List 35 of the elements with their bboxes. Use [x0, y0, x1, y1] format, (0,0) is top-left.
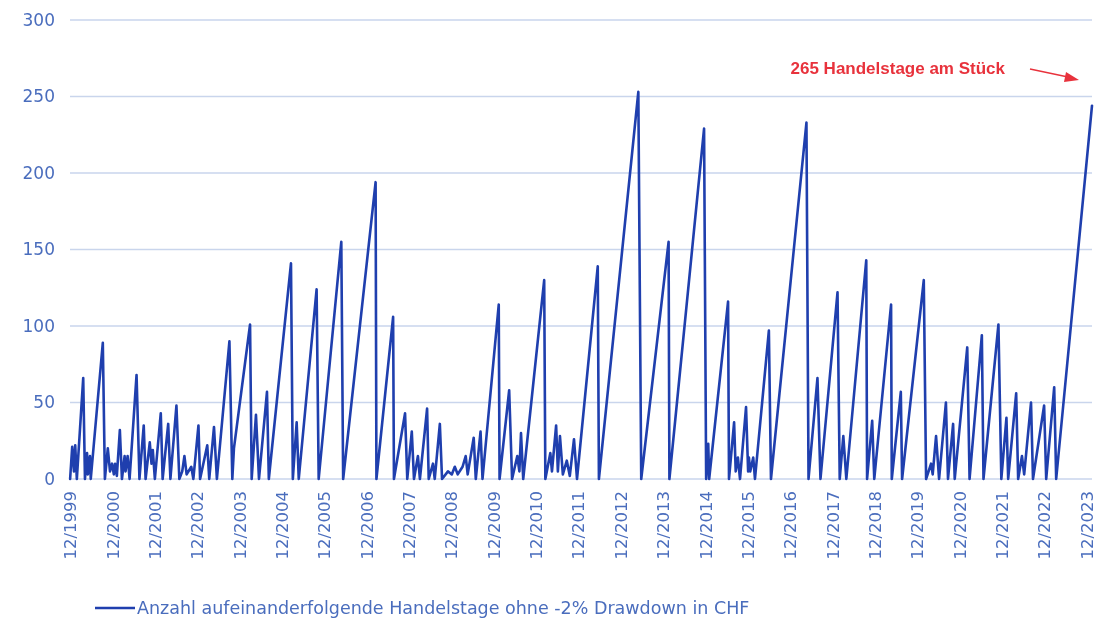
legend-label: Anzahl aufeinanderfolgende Handelstage ohne -2% Drawdown in CHF: [137, 598, 750, 619]
x-tick-label: 12/2008: [442, 491, 462, 560]
line-series: [68, 90, 1094, 481]
y-tick-label: 0: [44, 468, 55, 489]
x-tick-label: 12/2000: [103, 491, 123, 560]
x-tick-label: 12/2011: [569, 491, 589, 560]
x-tick-label: 12/2015: [738, 491, 758, 560]
x-tick-label: 12/2007: [400, 491, 420, 560]
y-tick-label: 50: [33, 392, 55, 413]
y-tick-label: 100: [22, 315, 55, 336]
x-tick-label: 12/2001: [146, 491, 166, 560]
x-tick-label: 12/2012: [611, 491, 631, 560]
x-tick-label: 12/2017: [823, 491, 843, 560]
x-tick-label: 12/2005: [315, 491, 335, 560]
x-tick-label: 12/2018: [865, 491, 885, 560]
x-tick-label: 12/2004: [273, 491, 293, 560]
annotation: 265 Handelstage am Stück: [790, 59, 1006, 78]
x-tick-label: 12/2016: [781, 491, 801, 560]
y-tick-label: 150: [22, 239, 55, 260]
x-tick-label: 12/2020: [950, 491, 970, 560]
y-tick-label: 250: [22, 86, 55, 107]
y-tick-label: 300: [22, 9, 55, 30]
x-tick-label: 12/2006: [357, 491, 377, 560]
x-tick-label: 12/2003: [230, 491, 250, 560]
x-tick-label: 12/2009: [484, 491, 504, 560]
x-tick-label: 12/2014: [696, 491, 716, 560]
x-tick-label: 12/2013: [654, 491, 674, 560]
y-tick-label: 200: [22, 162, 55, 183]
x-tick-label: 12/2023: [1077, 491, 1097, 560]
x-tick-label: 12/2022: [1035, 491, 1055, 560]
x-tick-label: 12/2019: [908, 491, 928, 560]
x-tick-label: 12/2010: [527, 491, 547, 560]
x-tick-label: 12/2002: [188, 491, 208, 560]
x-tick-label: 12/1999: [61, 491, 81, 560]
x-tick-label: 12/2021: [992, 491, 1012, 560]
